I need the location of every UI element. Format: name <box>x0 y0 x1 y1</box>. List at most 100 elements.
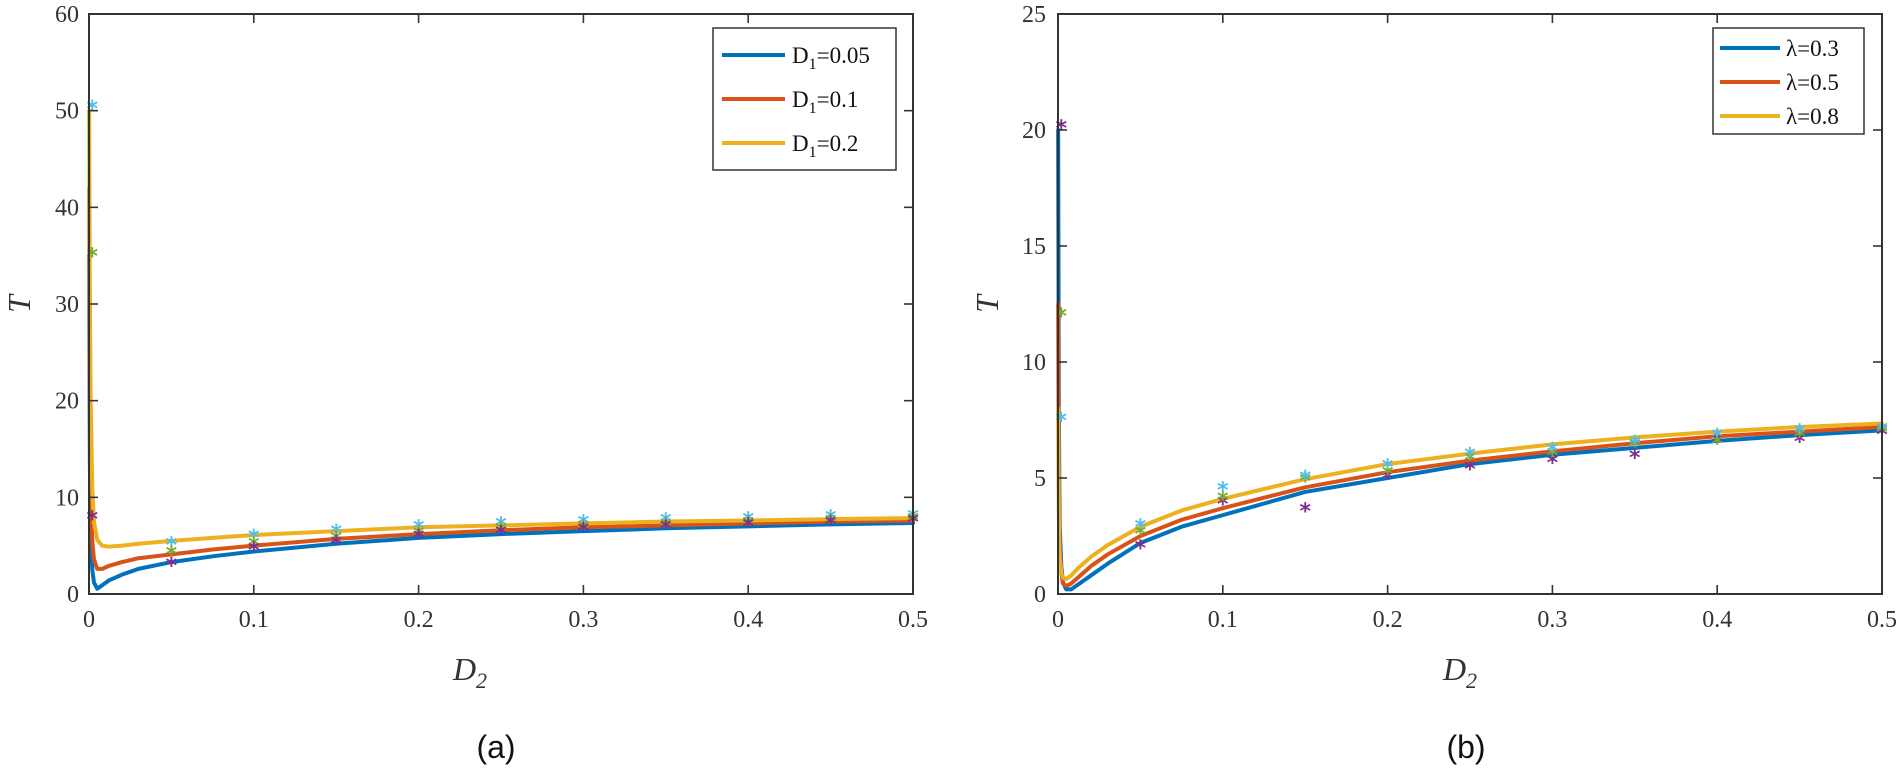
panel-b-plot-area: *** ** * * ** * ***** ** * * * * **** * * * * * * * * <box>1056 117 1888 592</box>
panel-b-data-marker: * <box>1711 432 1723 457</box>
chart-panel-b: *** ** * * ** * ***** ** * * * * **** * * * * * * * * 0 0.1 … <box>969 2 1897 765</box>
legend-label-lambda-0-8: λ=0.8 <box>1786 104 1839 129</box>
panel-b-data-marker: * <box>1217 493 1229 518</box>
legend-label-d1-0-05: D1=0.05 <box>792 43 870 73</box>
panel-a-data-marker: * <box>660 514 672 539</box>
panel-b-data-marker: * <box>1217 479 1229 504</box>
panel-b-data-marker: * <box>1547 444 1559 469</box>
panel-b-data-marker: * <box>1794 430 1806 455</box>
panel-a-data-marker: * <box>495 522 507 547</box>
panel-a-x-tick-labels: 0 0.1 0.2 0.3 0.4 0.5 <box>83 607 928 633</box>
panel-b-data-marker: * <box>1135 523 1147 548</box>
panel-b-data-marker: * <box>1382 462 1394 487</box>
x-tick-label: 0.5 <box>1867 607 1897 633</box>
y-tick-label: 0 <box>1034 582 1046 608</box>
y-tick-label: 10 <box>55 485 79 511</box>
panel-a-data-marker: * <box>660 516 672 541</box>
x-tick-label: 0.2 <box>1373 607 1403 633</box>
y-tick-label: 5 <box>1034 466 1046 492</box>
panel-a-data-marker: * <box>330 528 342 553</box>
legend-label-d1-0-1: D1=0.1 <box>792 87 858 117</box>
y-tick-label: 20 <box>55 389 79 415</box>
panel-b-data-marker: * <box>1464 444 1476 469</box>
panel-b-data-marker: * <box>1794 421 1806 446</box>
panel-a-data-marker: * <box>825 511 837 536</box>
panel-b-data-marker: * <box>1464 458 1476 483</box>
panel-b-caption: (b) <box>1446 729 1485 765</box>
y-tick-label: 15 <box>1022 234 1046 260</box>
panel-a-data-marker: * <box>742 509 754 534</box>
panel-b-data-marker: * <box>1629 435 1641 460</box>
panel-a-tick-marks <box>88 13 914 595</box>
y-tick-label: 25 <box>1022 2 1046 28</box>
panel-a-data-marker: * <box>825 507 837 532</box>
panel-a-data-marker: * <box>413 526 425 551</box>
panel-b-data-marker: * <box>1711 430 1723 455</box>
panel-b-legend: λ=0.3 λ=0.5 λ=0.8 <box>1712 27 1865 135</box>
y-tick-label: 0 <box>67 582 79 608</box>
panel-a-y-tick-labels: 0 10 20 30 40 50 60 <box>55 2 79 608</box>
panel-b-series-line-3 <box>1056 406 1884 581</box>
panel-a-legend: D1=0.05 D1=0.1 D1=0.2 <box>712 27 897 171</box>
panel-a-series-line-2 <box>87 186 915 571</box>
panel-b-data-marker: * <box>1794 425 1806 450</box>
panel-b-data-marker: * <box>1299 469 1311 494</box>
panel-a-data-marker: * <box>495 513 507 538</box>
legend-label-d1-0-2: D1=0.2 <box>792 131 858 161</box>
y-tick-label: 30 <box>55 292 79 318</box>
panel-b-data-marker: * <box>1217 488 1229 513</box>
x-tick-label: 0.3 <box>1537 607 1567 633</box>
panel-a-series-line-1 <box>87 253 915 591</box>
panel-a-data-marker: * <box>742 512 754 537</box>
y-tick-label: 10 <box>1022 350 1046 376</box>
y-tick-label: 60 <box>55 2 79 28</box>
panel-a-data-marker: * <box>248 526 260 551</box>
panel-a-y-axis-title: T <box>1 293 37 313</box>
panel-b-data-marker: * <box>1299 467 1311 492</box>
panel-b-data-marker: * <box>1629 446 1641 471</box>
panel-a-data-marker: * <box>578 519 590 544</box>
panel-b-y-axis-title: T <box>969 293 1005 313</box>
panel-b-data-marker: * <box>1629 432 1641 457</box>
panel-a-data-marker: * <box>166 534 178 559</box>
x-tick-label: 0.2 <box>404 607 434 633</box>
panel-b-tick-marks <box>1057 13 1883 595</box>
legend-label-lambda-0-5: λ=0.5 <box>1786 70 1839 95</box>
x-tick-label: 0.1 <box>239 607 269 633</box>
panel-a-data-marker: * <box>248 534 260 559</box>
y-tick-label: 50 <box>55 99 79 125</box>
panel-a-data-marker: * <box>578 516 590 541</box>
panel-a-data-marker: * <box>248 539 260 564</box>
panel-a-data-marker: * <box>330 532 342 557</box>
panel-b-data-marker: * <box>1135 516 1147 541</box>
panel-a-data-marker: * <box>330 521 342 546</box>
panel-a-data-marker: * <box>495 519 507 544</box>
panel-b-data-marker: * <box>1299 499 1311 524</box>
x-tick-label: 0.4 <box>1702 607 1732 633</box>
x-tick-label: 0.3 <box>568 607 598 633</box>
panel-a-data-marker: * <box>166 542 178 567</box>
panel-b-data-marker: * <box>1547 439 1559 464</box>
panel-b-x-tick-labels: 0 0.1 0.2 0.3 0.4 0.5 <box>1052 607 1897 633</box>
panel-b-data-marker: * <box>1547 451 1559 476</box>
panel-b-data-marker: * <box>1382 455 1394 480</box>
panel-b-data-marker: * <box>1464 448 1476 473</box>
x-tick-label: 0 <box>1052 607 1064 633</box>
panel-a-data-marker: * <box>825 512 837 537</box>
panel-a-series-line-3 <box>87 108 915 549</box>
panel-b-data-marker: * <box>1711 425 1723 450</box>
panel-a-plot-area: ** * * * * * * * * *** * * * * * * * * **** * * * * * * * * <box>87 97 919 591</box>
x-tick-label: 0.4 <box>733 607 763 633</box>
y-tick-label: 20 <box>1022 118 1046 144</box>
x-tick-label: 0 <box>83 607 95 633</box>
panel-a-data-marker: * <box>166 554 178 579</box>
legend-label-lambda-0-3: λ=0.3 <box>1786 36 1839 61</box>
panel-a-data-marker: * <box>742 514 754 539</box>
y-tick-label: 40 <box>55 195 79 221</box>
x-tick-label: 0.1 <box>1208 607 1238 633</box>
panel-a-data-marker: * <box>413 516 425 541</box>
x-tick-label: 0.5 <box>898 607 928 633</box>
panel-a-data-marker: * <box>578 511 590 536</box>
panel-b-data-marker: * <box>1135 537 1147 562</box>
panel-a-x-axis-title: D2 <box>452 651 487 693</box>
